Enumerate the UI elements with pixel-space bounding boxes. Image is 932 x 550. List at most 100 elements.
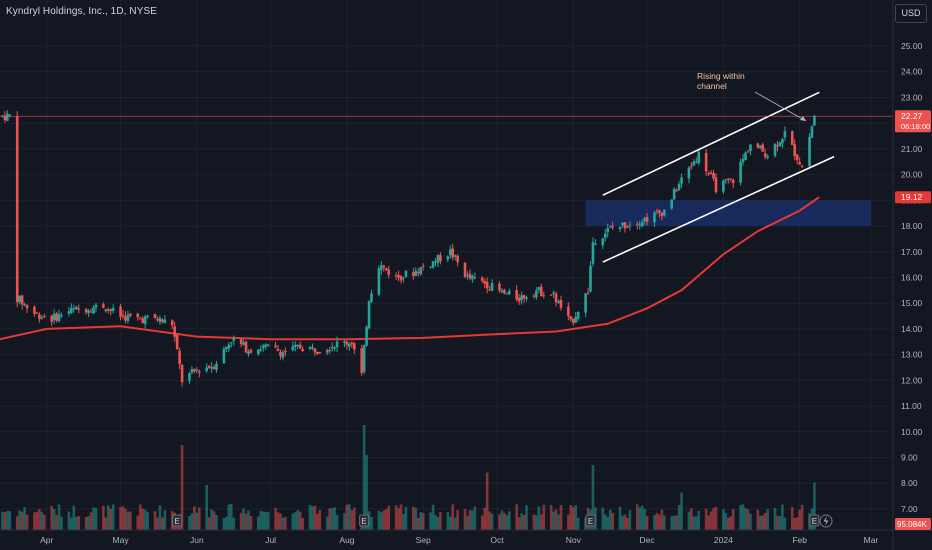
candle-body <box>655 210 659 212</box>
volume-bar <box>365 455 368 530</box>
candle-body <box>102 304 105 308</box>
volume-bar <box>399 504 403 530</box>
volume-bar <box>714 506 718 530</box>
earnings-icon[interactable]: E <box>172 514 183 527</box>
volume-bar <box>111 504 115 530</box>
svg-text:E: E <box>361 517 366 526</box>
candle-body <box>795 154 799 161</box>
candle-body <box>207 366 211 368</box>
price-axis[interactable]: 25.0024.0023.0022.0021.0020.0019.0018.00… <box>892 0 923 550</box>
volume-bar <box>335 514 339 530</box>
candle-body <box>419 267 423 275</box>
volume-bar <box>709 511 713 530</box>
candle-body <box>724 179 728 181</box>
candle-body <box>810 126 814 138</box>
volume-bar <box>731 508 735 530</box>
candle-body <box>42 315 46 317</box>
volume-bar <box>722 509 725 530</box>
time-axis[interactable]: Apr May Jun Jul Aug Sep Oct Nov Dec 2024 Feb Mar <box>0 529 932 545</box>
candle-body <box>195 369 199 371</box>
volume-bar <box>143 509 147 530</box>
price-tick-label: 9.00 <box>901 453 918 463</box>
volume-bar <box>741 504 745 530</box>
earnings-icon[interactable]: E <box>809 514 820 527</box>
channel-upper-line[interactable] <box>602 91 820 196</box>
volume-bar <box>158 505 162 530</box>
chart-title: Kyndryl Holdings, Inc., 1D, NYSE <box>6 6 158 17</box>
candle-body <box>626 226 629 228</box>
volume-bar <box>692 516 696 530</box>
candle-body <box>758 145 762 149</box>
volume-bar <box>429 512 432 530</box>
candle-body <box>692 161 696 166</box>
volume-bar <box>55 514 58 530</box>
volume-bar <box>170 511 174 530</box>
volume-bar <box>498 514 501 530</box>
candle-body <box>571 318 575 323</box>
candle-body <box>225 346 228 349</box>
candle-body <box>259 349 263 351</box>
volume-bar <box>704 508 708 530</box>
volume-bar <box>311 506 314 530</box>
candle-body <box>33 306 36 314</box>
price-tick-label: 24.00 <box>901 67 923 77</box>
candle-body <box>763 153 767 157</box>
candle-body <box>635 223 639 225</box>
volume-bar <box>773 507 777 530</box>
channel-lower-line[interactable] <box>602 155 835 263</box>
candle-body <box>394 275 398 277</box>
volume-bar <box>549 505 553 530</box>
volume-bar <box>94 507 98 530</box>
candle-body <box>606 228 610 233</box>
candle-body <box>138 318 142 320</box>
candle-body <box>660 212 664 217</box>
volume-bar <box>640 505 644 530</box>
volume-bar <box>23 507 26 530</box>
volume-bar <box>136 515 140 530</box>
volume-bar <box>281 517 285 530</box>
candle-body <box>227 344 231 349</box>
time-tick-label: 2024 <box>714 535 733 545</box>
volume-bar <box>301 517 304 530</box>
volume-bar <box>394 505 398 530</box>
candle-body <box>453 255 457 257</box>
currency-button[interactable]: USD <box>895 4 927 23</box>
earnings-icon[interactable]: E <box>585 514 596 527</box>
candle-body <box>589 265 592 292</box>
earnings-icon[interactable]: E <box>359 514 370 527</box>
candle-body <box>421 265 425 267</box>
volume-bar <box>15 516 19 530</box>
candle-body <box>567 306 570 317</box>
candle-body <box>365 326 368 346</box>
candle-body <box>704 153 708 172</box>
volume-bar <box>690 508 693 530</box>
candle-body <box>569 316 573 320</box>
volume-bar <box>146 512 149 530</box>
candle-body <box>439 255 442 262</box>
candle-body <box>20 295 24 305</box>
candle-body <box>72 308 76 310</box>
candle-body <box>714 177 718 192</box>
volume-bar <box>675 515 678 530</box>
candle-body <box>800 165 804 167</box>
volume-bar <box>453 517 457 530</box>
volume-bar <box>141 508 145 530</box>
candle-body <box>239 339 243 345</box>
candle-body <box>776 145 779 147</box>
candle-body <box>23 304 26 306</box>
candle-body <box>77 308 81 310</box>
volume-bar <box>542 504 546 530</box>
volume-bar <box>345 504 349 530</box>
price-tick-label: 12.00 <box>901 375 923 385</box>
volume-bar <box>402 514 405 530</box>
candle-body <box>70 307 73 313</box>
candle-body <box>670 199 674 209</box>
candle-body <box>25 304 29 309</box>
volume-bar <box>618 506 622 530</box>
candle-body <box>170 320 174 326</box>
volume-bar <box>761 515 765 530</box>
volume-bar <box>33 512 36 530</box>
candle-body <box>311 346 314 349</box>
flash-icon[interactable] <box>819 514 833 528</box>
